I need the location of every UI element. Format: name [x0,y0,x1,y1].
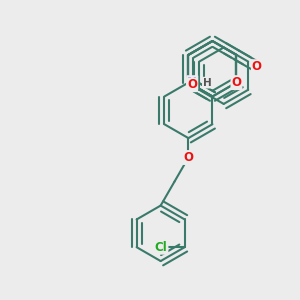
Text: Cl: Cl [155,241,167,254]
Text: O: O [183,151,194,164]
Text: O: O [187,78,197,91]
Text: O: O [231,76,242,89]
Text: O: O [252,60,262,73]
Text: N: N [188,76,197,89]
Text: H: H [203,78,212,88]
